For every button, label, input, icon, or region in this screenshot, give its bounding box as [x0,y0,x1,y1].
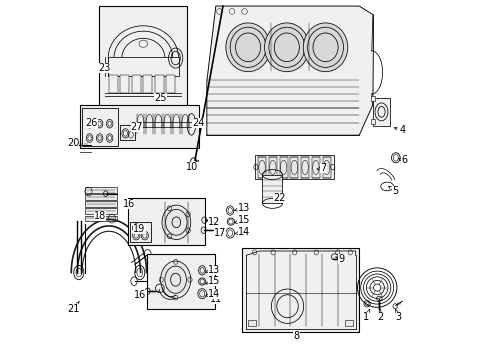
Bar [85,194,117,200]
Bar [132,75,141,93]
Text: 18: 18 [94,211,106,221]
Text: 25: 25 [154,93,166,103]
Text: 21: 21 [67,302,79,314]
Text: 12: 12 [207,217,220,227]
Text: 5: 5 [388,186,397,196]
Bar [80,105,198,148]
Bar [85,216,117,221]
Ellipse shape [230,27,265,67]
Text: 20: 20 [67,139,79,148]
Bar [372,98,389,126]
Text: 23: 23 [98,63,111,73]
Bar [322,157,330,178]
Bar [85,208,117,214]
Text: 9: 9 [335,254,344,264]
Ellipse shape [162,205,190,239]
Bar [99,6,187,110]
Bar [85,187,117,193]
Text: 6: 6 [397,155,407,165]
Text: 15: 15 [205,276,220,287]
Text: 14: 14 [205,289,220,299]
Bar [262,175,282,203]
Text: 1: 1 [363,310,369,322]
Polygon shape [206,6,373,135]
Text: 7: 7 [316,163,326,173]
Ellipse shape [160,261,190,298]
Ellipse shape [264,23,308,72]
Text: 26: 26 [85,118,98,128]
Text: 15: 15 [234,215,250,225]
Bar [255,155,333,179]
Bar [143,75,152,93]
Text: 13: 13 [205,265,220,275]
Bar [258,157,265,178]
Bar [311,157,319,178]
Bar [371,120,374,125]
Bar [107,57,179,76]
Text: 3: 3 [395,310,401,322]
Bar [128,198,204,244]
Text: 17: 17 [213,228,226,238]
Bar [120,75,129,93]
Text: 2: 2 [376,310,383,322]
Text: 4: 4 [393,125,405,135]
Text: 8: 8 [293,331,299,341]
Bar [120,126,135,140]
Bar [301,157,308,178]
Text: 27: 27 [130,122,143,132]
Text: 11: 11 [208,293,222,304]
Bar [290,157,298,178]
Bar [242,248,358,332]
Text: 19: 19 [133,225,145,234]
Bar [279,157,287,178]
Text: 10: 10 [186,160,198,172]
Ellipse shape [268,27,304,67]
Ellipse shape [225,23,270,72]
Bar [155,75,163,93]
Ellipse shape [307,27,343,67]
Ellipse shape [303,23,347,72]
Bar [247,320,255,326]
Text: 16: 16 [122,199,135,210]
Text: 24: 24 [192,118,204,128]
Bar [129,222,150,242]
Bar [109,75,118,93]
Text: 16: 16 [134,290,146,300]
Text: 22: 22 [273,193,285,203]
Bar [82,108,118,145]
Bar [166,75,175,93]
Bar [371,96,374,101]
Bar [85,201,117,207]
Bar [344,320,352,326]
Text: 13: 13 [234,203,250,213]
Bar [147,253,215,309]
Bar [268,157,276,178]
Text: 14: 14 [235,227,250,237]
